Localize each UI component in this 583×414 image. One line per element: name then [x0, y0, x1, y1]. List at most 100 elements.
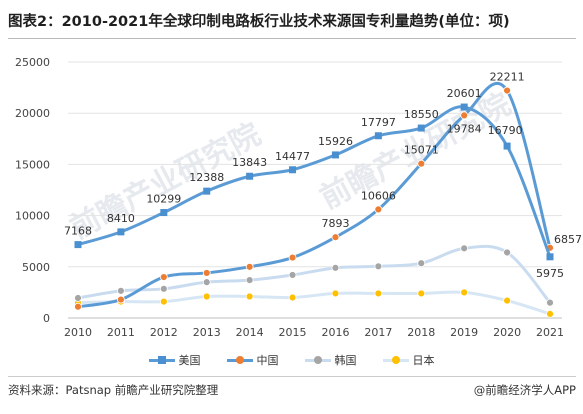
- data-point: [117, 295, 125, 304]
- series-layer: [74, 82, 554, 318]
- data-point: [331, 289, 340, 298]
- footer-divider: [8, 376, 576, 377]
- y-tick-label: 20000: [15, 107, 50, 120]
- x-tick-label: 2020: [493, 326, 521, 339]
- data-point: [74, 241, 82, 249]
- y-tick-label: 10000: [15, 210, 50, 223]
- data-label-cn: 10606: [361, 189, 396, 202]
- data-point: [289, 166, 297, 174]
- data-point: [203, 187, 211, 195]
- data-label-cn: 7893: [321, 217, 349, 230]
- data-point: [417, 159, 426, 168]
- data-point: [117, 286, 125, 295]
- y-tick-label: 5000: [22, 261, 50, 274]
- legend-marker: [304, 355, 331, 365]
- data-point: [160, 209, 168, 217]
- legend-label: 美国: [178, 354, 201, 367]
- data-point: [288, 293, 297, 302]
- y-axis-ticks: 0 5000 10000 15000 20000 25000: [15, 56, 50, 325]
- x-tick-label: 2019: [450, 326, 478, 339]
- line-chart: 前瞻产业研究院 前瞻产业研究院 0500010000150002000025000…: [15, 56, 582, 339]
- data-point: [374, 205, 383, 214]
- data-label-us: 17797: [361, 116, 396, 129]
- data-point: [417, 259, 426, 268]
- data-point: [159, 284, 168, 293]
- x-tick-label: 2017: [364, 326, 392, 339]
- data-point: [288, 271, 297, 279]
- data-point: [546, 253, 554, 261]
- data-point: [288, 253, 297, 262]
- data-point: [374, 289, 383, 298]
- data-point: [159, 297, 168, 306]
- legend-item: 韩国: [304, 352, 357, 368]
- data-point: [374, 262, 383, 271]
- legend-item: 中国: [226, 352, 279, 368]
- data-point: [245, 276, 254, 285]
- legend-label: 中国: [256, 354, 279, 367]
- x-tick-label: 2014: [236, 326, 264, 339]
- data-label-cn: 6857: [554, 233, 582, 246]
- data-point: [417, 124, 425, 132]
- x-tick-label: 2016: [321, 326, 349, 339]
- data-point: [460, 244, 469, 253]
- x-tick-label: 2011: [107, 326, 135, 339]
- data-point: [202, 292, 211, 301]
- data-point: [202, 278, 211, 287]
- x-tick-label: 2021: [536, 326, 564, 339]
- legend-marker: [382, 355, 409, 365]
- legend-marker: [226, 355, 253, 365]
- data-point: [159, 273, 168, 281]
- data-label-us: 20601: [447, 87, 482, 100]
- data-label-cn: 15071: [404, 144, 439, 157]
- data-point: [503, 86, 511, 95]
- legend-item: 美国: [148, 352, 201, 368]
- legend: 美国 中国 韩国 日本: [0, 352, 583, 368]
- series-line-3: [77, 290, 551, 316]
- gridlines: [68, 61, 562, 319]
- y-tick-label: 0: [43, 312, 50, 325]
- data-point: [117, 228, 125, 236]
- x-tick-label: 2018: [407, 326, 435, 339]
- data-point: [460, 103, 468, 111]
- data-point: [245, 292, 254, 301]
- data-point: [331, 263, 340, 272]
- data-label-us: 10299: [146, 193, 181, 206]
- data-point: [74, 294, 82, 302]
- data-point: [331, 151, 339, 159]
- x-tick-label: 2013: [193, 326, 221, 339]
- legend-label: 韩国: [334, 354, 357, 367]
- data-point: [503, 248, 511, 257]
- y-tick-label: 25000: [15, 56, 50, 69]
- data-label-us: 12388: [189, 171, 224, 184]
- data-point: [503, 142, 511, 150]
- data-point: [74, 302, 82, 311]
- legend-item: 日本: [382, 352, 435, 368]
- title-divider: [8, 38, 576, 39]
- data-label-us: 7168: [64, 225, 92, 238]
- data-label-us: 18550: [404, 108, 439, 121]
- data-label-us: 13843: [232, 156, 267, 169]
- data-label-us: 8410: [107, 212, 135, 225]
- data-point: [374, 132, 382, 140]
- data-point: [417, 289, 426, 298]
- data-point: [245, 262, 254, 271]
- data-point: [546, 298, 554, 307]
- data-label-us: 14477: [275, 150, 310, 163]
- data-point: [246, 172, 254, 180]
- data-point: [460, 288, 469, 297]
- data-label-us: 16790: [488, 124, 523, 137]
- data-point: [460, 111, 469, 120]
- footer: 资料来源：Patsnap 前瞻产业研究院整理 @前瞻经济学人APP: [8, 382, 576, 398]
- x-tick-label: 2012: [150, 326, 178, 339]
- source-note: 资料来源：Patsnap 前瞻产业研究院整理: [8, 383, 219, 397]
- data-point: [503, 296, 511, 305]
- x-tick-label: 2010: [64, 326, 92, 339]
- data-point: [331, 233, 340, 242]
- legend-marker: [148, 355, 175, 365]
- data-label-us: 5975: [536, 267, 564, 280]
- data-point: [546, 310, 554, 318]
- data-label-cn: 19784: [447, 122, 482, 135]
- data-label-cn: 22211: [490, 71, 525, 84]
- credit-note: @前瞻经济学人APP: [473, 383, 576, 397]
- x-tick-label: 2015: [279, 326, 307, 339]
